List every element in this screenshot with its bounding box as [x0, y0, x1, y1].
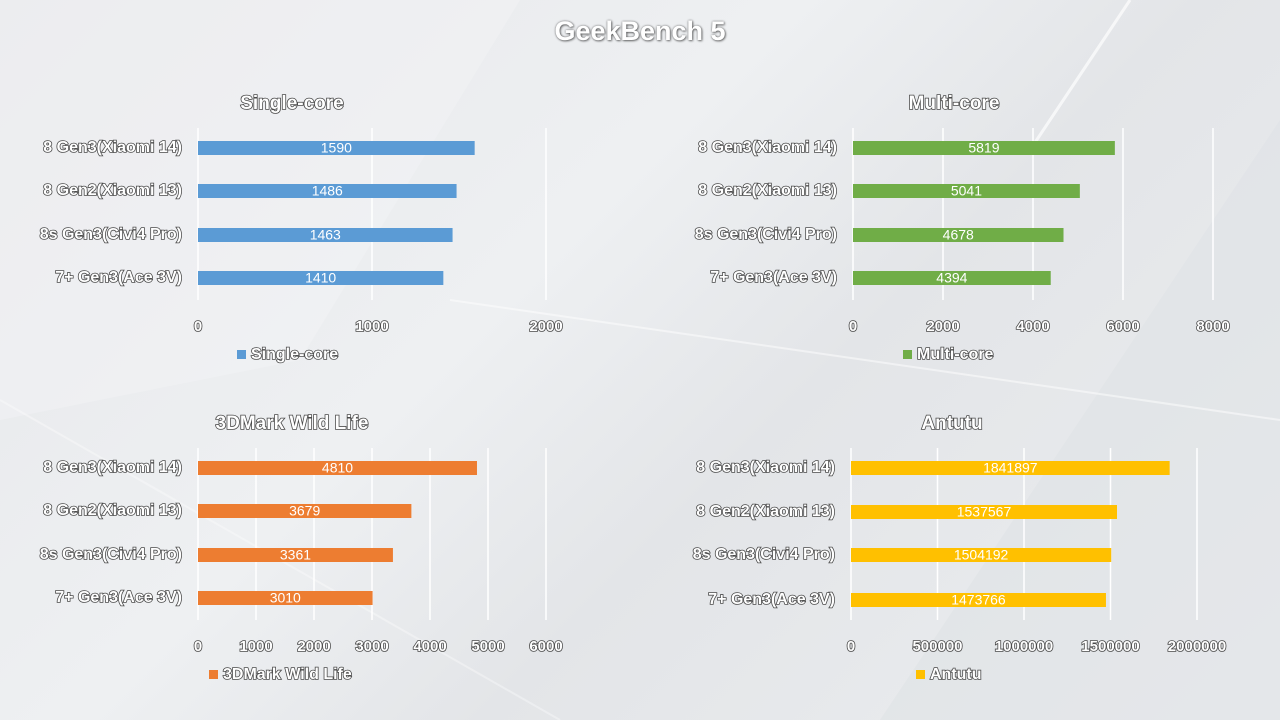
- tick-label: 0: [194, 318, 202, 335]
- tick-label: 1000: [355, 318, 388, 335]
- tick-label: 0: [847, 638, 855, 655]
- bar: [851, 461, 1170, 475]
- tick-label: 2000: [297, 638, 330, 655]
- category-label: 8 Gen3(Xiaomi 14): [698, 139, 837, 156]
- chart-title: Multi-core: [909, 93, 1000, 114]
- bar: [198, 271, 444, 285]
- tick-label: 2000: [529, 318, 562, 335]
- tick-label: 6000: [529, 638, 562, 655]
- tick-label: 4000: [413, 638, 446, 655]
- bar: [851, 505, 1117, 519]
- tick-label: 1000000: [995, 638, 1053, 655]
- legend-swatch: [903, 350, 912, 359]
- legend-label: Antutu: [930, 666, 982, 683]
- tick-label: 1500000: [1081, 638, 1139, 655]
- chart-title: Single-core: [240, 93, 343, 114]
- tick-label: 2000: [926, 318, 959, 335]
- bar: [198, 141, 475, 155]
- bar: [853, 141, 1115, 155]
- category-label: 8 Gen2(Xiaomi 13): [696, 503, 835, 520]
- bar: [198, 228, 453, 242]
- category-label: 8 Gen2(Xiaomi 13): [43, 502, 182, 519]
- category-label: 8s Gen3(Civi4 Pro): [40, 226, 182, 243]
- chart-title: Antutu: [921, 413, 982, 434]
- data-label: 1410: [305, 270, 336, 286]
- bar: [853, 271, 1051, 285]
- legend-label: Single-core: [251, 346, 338, 363]
- category-label: 8 Gen2(Xiaomi 13): [43, 182, 182, 199]
- bar: [198, 591, 373, 605]
- data-label: 4810: [322, 460, 353, 476]
- legend-swatch: [237, 350, 246, 359]
- bar: [198, 548, 393, 562]
- category-label: 8 Gen2(Xiaomi 13): [698, 182, 837, 199]
- data-label: 1473766: [951, 592, 1006, 608]
- tick-label: 8000: [1196, 318, 1229, 335]
- bar: [851, 593, 1106, 607]
- data-label: 4394: [936, 270, 967, 286]
- category-label: 8 Gen3(Xiaomi 14): [43, 459, 182, 476]
- tick-label: 500000: [912, 638, 962, 655]
- legend-swatch: [916, 670, 925, 679]
- category-label: 8s Gen3(Civi4 Pro): [40, 546, 182, 563]
- data-label: 5819: [968, 140, 999, 156]
- tick-label: 5000: [471, 638, 504, 655]
- category-label: 7+ Gen3(Ace 3V): [708, 591, 835, 608]
- tick-label: 1000: [239, 638, 272, 655]
- page-title: GeekBench 5: [554, 16, 726, 46]
- chart-4: Antutu 8 Gen3(Xiaomi 14) 1841897 8 Gen2(Xia…: [692, 412, 1227, 684]
- data-label: 1463: [310, 227, 341, 243]
- data-label: 3010: [270, 590, 301, 606]
- legend-label: Multi-core: [917, 346, 994, 363]
- bar: [853, 228, 1064, 242]
- category-label: 8s Gen3(Civi4 Pro): [693, 546, 835, 563]
- tick-label: 6000: [1106, 318, 1139, 335]
- bar: [851, 548, 1112, 562]
- data-label: 5041: [951, 183, 982, 199]
- data-label: 3361: [280, 547, 311, 563]
- bar: [198, 504, 412, 518]
- bar: [198, 461, 477, 475]
- chart-1: Single-core 8 Gen3(Xiaomi 14) 1590 8 Gen2(X…: [39, 92, 564, 364]
- chart-title: 3DMark Wild Life: [216, 413, 369, 434]
- category-label: 7+ Gen3(Ace 3V): [55, 589, 182, 606]
- data-label: 1504192: [954, 547, 1009, 563]
- bar: [853, 184, 1080, 198]
- data-label: 1486: [312, 183, 343, 199]
- category-label: 8s Gen3(Civi4 Pro): [695, 226, 837, 243]
- chart-2: Multi-core 8 Gen3(Xiaomi 14) 5819 8 Gen2(Xi…: [694, 92, 1231, 364]
- category-label: 8 Gen3(Xiaomi 14): [43, 139, 182, 156]
- tick-label: 4000: [1016, 318, 1049, 335]
- tick-label: 2000000: [1168, 638, 1226, 655]
- tick-label: 0: [849, 318, 857, 335]
- category-label: 7+ Gen3(Ace 3V): [710, 269, 837, 286]
- category-label: 7+ Gen3(Ace 3V): [55, 269, 182, 286]
- chart-3: 3DMark Wild Life 8 Gen3(Xiaomi 14) 4810 8 G…: [39, 412, 564, 684]
- tick-label: 3000: [355, 638, 388, 655]
- data-label: 3679: [289, 503, 320, 519]
- data-label: 1841897: [983, 460, 1038, 476]
- data-label: 1590: [321, 140, 352, 156]
- data-label: 1537567: [957, 504, 1012, 520]
- legend-label: 3DMark Wild Life: [223, 666, 352, 683]
- category-label: 8 Gen3(Xiaomi 14): [696, 459, 835, 476]
- tick-label: 0: [194, 638, 202, 655]
- data-label: 4678: [943, 227, 974, 243]
- legend-swatch: [209, 670, 218, 679]
- bar: [198, 184, 457, 198]
